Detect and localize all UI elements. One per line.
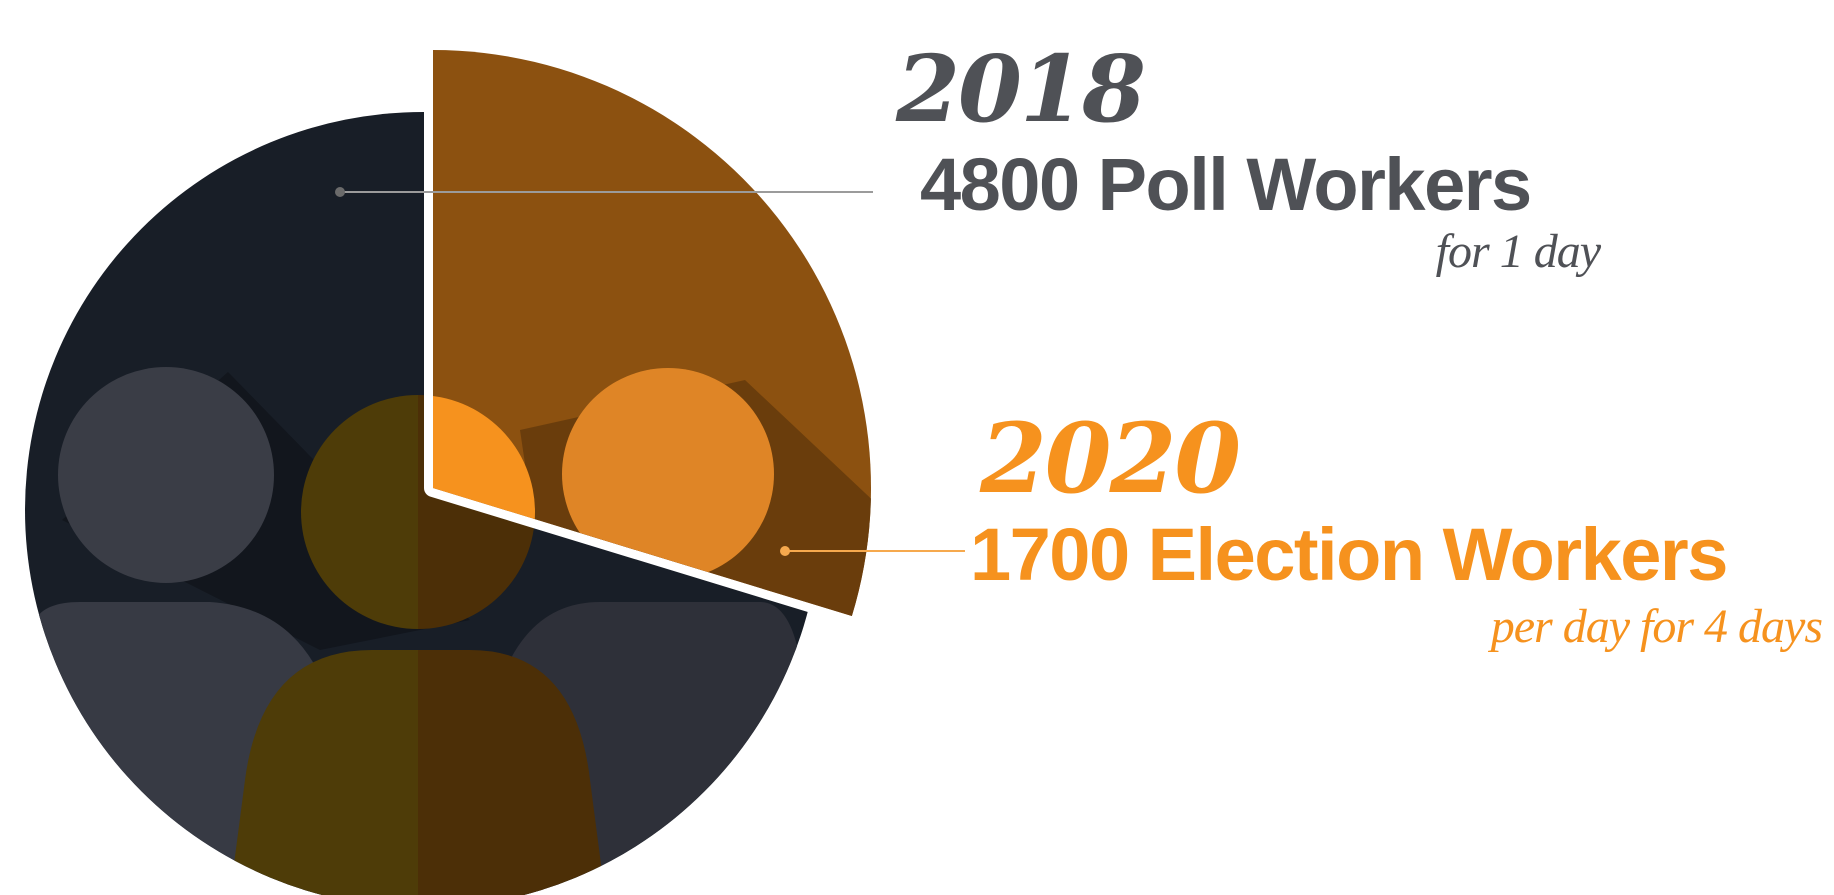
leader-2020 <box>780 546 965 556</box>
center-person-body-left <box>230 650 418 895</box>
center-person-head-left <box>301 395 418 629</box>
label-2020: 2020 1700 Election Workers per day for 4… <box>970 402 1823 653</box>
year-2020: 2020 <box>979 402 1240 515</box>
label-2018: 2018 4800 Poll Workers for 1 day <box>895 35 1603 278</box>
right-person-head <box>562 368 774 580</box>
headline-2020: 1700 Election Workers <box>970 513 1727 596</box>
headline-2018: 4800 Poll Workers <box>920 143 1531 226</box>
subline-2018: for 1 day <box>1436 225 1602 278</box>
leader-2018-dot <box>335 187 345 197</box>
leader-2020-dot <box>780 546 790 556</box>
left-person-head <box>58 367 274 583</box>
year-2018: 2018 <box>895 35 1144 143</box>
subline-2020: per day for 4 days <box>1488 600 1823 653</box>
leader-2018 <box>335 187 873 197</box>
center-person-body-right <box>418 650 605 895</box>
